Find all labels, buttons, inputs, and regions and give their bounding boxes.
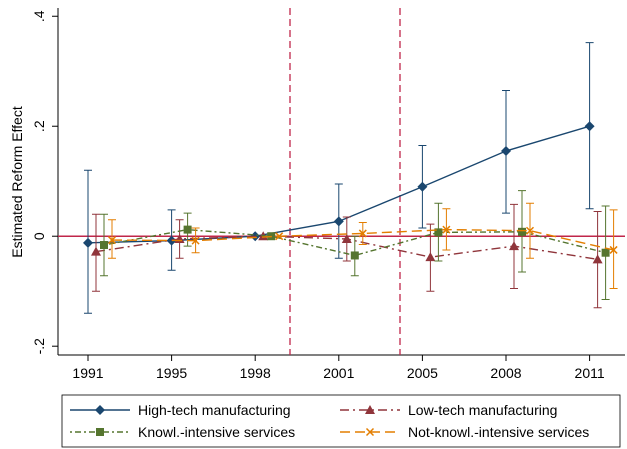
marker (96, 428, 104, 436)
y-tick-label: 0 (31, 232, 47, 240)
marker (442, 225, 451, 234)
marker (592, 254, 603, 264)
marker (333, 216, 344, 227)
legend-label: High-tech manufacturing (138, 402, 291, 418)
marker (275, 232, 284, 241)
marker (95, 405, 105, 415)
marker (83, 237, 93, 248)
marker (107, 236, 117, 245)
marker (365, 427, 375, 437)
y-tick-label: -.2 (31, 338, 47, 355)
marker (509, 241, 519, 251)
legend-label: Not-knowl.-intensive services (408, 424, 589, 440)
legend (61, 394, 621, 448)
marker (525, 226, 535, 235)
y-axis-label: Estimated Reform Effect (9, 106, 25, 258)
error-bar (108, 219, 116, 259)
marker (601, 248, 610, 257)
x-tick-label: 1995 (156, 365, 187, 381)
marker (417, 181, 428, 192)
marker (358, 229, 367, 238)
x-tick-label: 1998 (240, 365, 271, 381)
x-tick-label: 2011 (575, 365, 605, 381)
legend-label: Low-tech manufacturing (408, 402, 557, 418)
marker (183, 225, 192, 234)
y-tick-label: .4 (31, 10, 47, 22)
marker (91, 246, 101, 256)
x-tick-label: 1991 (72, 365, 103, 381)
x-tick-label: 2008 (490, 365, 521, 381)
marker (365, 405, 375, 414)
marker (501, 145, 511, 156)
marker (434, 228, 443, 237)
marker (191, 236, 200, 245)
x-tick-label: 2005 (407, 365, 438, 381)
marker (350, 251, 359, 260)
marker (341, 233, 352, 243)
marker (584, 121, 595, 132)
y-tick-label: .2 (31, 120, 47, 132)
marker (518, 227, 526, 236)
marker (100, 241, 108, 250)
x-tick-label: 2001 (323, 365, 354, 381)
marker (425, 252, 436, 262)
legend-label: Knowl.-intensive services (138, 424, 295, 440)
marker (609, 245, 618, 254)
